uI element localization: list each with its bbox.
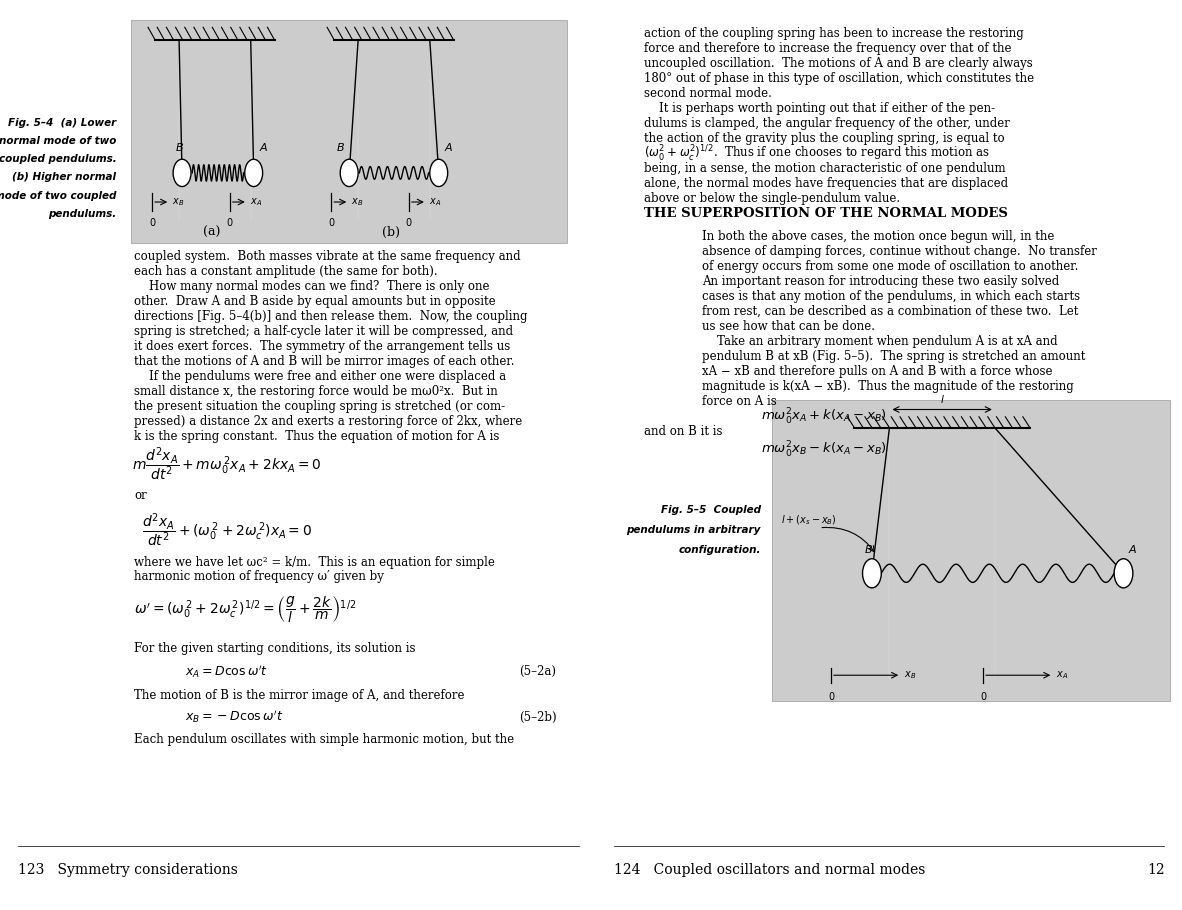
Text: 0: 0	[405, 218, 413, 228]
Text: $l + (x_s - x_B)$: $l + (x_s - x_B)$	[781, 514, 837, 527]
Text: configuration.: configuration.	[678, 545, 761, 554]
Text: dulums is clamped, the angular frequency of the other, under: dulums is clamped, the angular frequency…	[644, 117, 1009, 130]
Text: 0: 0	[980, 692, 986, 702]
Text: A: A	[444, 143, 452, 153]
Text: $l$: $l$	[940, 393, 944, 405]
Text: 0: 0	[149, 218, 155, 228]
Text: $\dfrac{d^2x_A}{dt^2} + (\omega_0^{\,2} + 2\omega_c^{\,2})x_A = 0$: $\dfrac{d^2x_A}{dt^2} + (\omega_0^{\,2} …	[142, 511, 312, 549]
Text: us see how that can be done.: us see how that can be done.	[702, 320, 875, 333]
Text: small distance x, the restoring force would be mω0²x.  But in: small distance x, the restoring force wo…	[135, 385, 498, 399]
Text: normal mode of two: normal mode of two	[0, 136, 116, 146]
Text: force and therefore to increase the frequency over that of the: force and therefore to increase the freq…	[644, 42, 1012, 56]
Text: the present situation the coupling spring is stretched (or com-: the present situation the coupling sprin…	[135, 400, 506, 413]
Text: For the given starting conditions, its solution is: For the given starting conditions, its s…	[135, 642, 416, 655]
Text: from rest, can be described as a combination of these two.  Let: from rest, can be described as a combina…	[702, 305, 1079, 318]
Circle shape	[245, 159, 262, 187]
Text: magnitude is k(xA − xB).  Thus the magnitude of the restoring: magnitude is k(xA − xB). Thus the magnit…	[702, 380, 1074, 393]
Text: 0: 0	[329, 218, 335, 228]
Text: (b) Higher normal: (b) Higher normal	[12, 173, 116, 182]
Text: B: B	[176, 143, 183, 153]
Text: The motion of B is the mirror image of A, and therefore: The motion of B is the mirror image of A…	[135, 689, 465, 702]
Text: second normal mode.: second normal mode.	[644, 87, 772, 100]
Text: $m\omega_0^2 x_B - k(x_A - x_B)$: $m\omega_0^2 x_B - k(x_A - x_B)$	[761, 440, 886, 460]
Text: alone, the normal modes have frequencies that are displaced: alone, the normal modes have frequencies…	[644, 177, 1008, 190]
Text: being, in a sense, the motion characteristic of one pendulum: being, in a sense, the motion characteri…	[644, 162, 1006, 176]
Text: (a): (a)	[203, 226, 221, 238]
Text: uncoupled oscillation.  The motions of A and B are clearly always: uncoupled oscillation. The motions of A …	[644, 57, 1032, 70]
Text: xA − xB and therefore pulls on A and B with a force whose: xA − xB and therefore pulls on A and B w…	[702, 365, 1053, 378]
Text: $m\dfrac{d^2x_A}{dt^2} + m\omega_0^{\,2} x_A + 2kx_A = 0$: $m\dfrac{d^2x_A}{dt^2} + m\omega_0^{\,2}…	[132, 445, 322, 483]
Text: (b): (b)	[382, 226, 400, 238]
Text: it does exert forces.  The symmetry of the arrangement tells us: it does exert forces. The symmetry of th…	[135, 340, 511, 353]
Text: where we have let ωc² = k/m.  This is an equation for simple: where we have let ωc² = k/m. This is an …	[135, 556, 495, 569]
Text: pendulum B at xB (Fig. 5–5).  The spring is stretched an amount: pendulum B at xB (Fig. 5–5). The spring …	[702, 350, 1085, 363]
Text: 0: 0	[827, 692, 834, 702]
Circle shape	[1115, 559, 1132, 588]
Text: How many normal modes can we find?  There is only one: How many normal modes can we find? There…	[135, 280, 489, 293]
Text: $x_A$: $x_A$	[1057, 670, 1069, 681]
Text: 0: 0	[227, 218, 233, 228]
Text: $x_B$: $x_B$	[171, 197, 184, 207]
Circle shape	[173, 159, 191, 187]
Text: (5–2a): (5–2a)	[519, 665, 557, 678]
Text: $x_B$: $x_B$	[351, 197, 363, 207]
Text: $m\omega_0^2 x_A + k(x_A - x_B)$: $m\omega_0^2 x_A + k(x_A - x_B)$	[761, 407, 886, 427]
Text: $x_B$: $x_B$	[904, 670, 916, 681]
FancyBboxPatch shape	[773, 400, 1170, 701]
Text: or: or	[135, 490, 147, 502]
Text: A: A	[1129, 545, 1137, 555]
Text: An important reason for introducing these two easily solved: An important reason for introducing thes…	[702, 275, 1059, 288]
Circle shape	[863, 559, 882, 588]
Text: If the pendulums were free and either one were displaced a: If the pendulums were free and either on…	[135, 370, 506, 383]
Text: pendulums in arbitrary: pendulums in arbitrary	[626, 525, 761, 534]
Text: 12: 12	[1147, 863, 1164, 877]
Text: It is perhaps worth pointing out that if either of the pen-: It is perhaps worth pointing out that if…	[644, 102, 995, 116]
Text: pendulums.: pendulums.	[48, 209, 116, 218]
Text: Take an arbitrary moment when pendulum A is at xA and: Take an arbitrary moment when pendulum A…	[702, 335, 1058, 348]
Text: above or below the single-pendulum value.: above or below the single-pendulum value…	[644, 192, 900, 206]
Text: B: B	[864, 545, 872, 555]
Text: $x_B = -D\cos\omega' t$: $x_B = -D\cos\omega' t$	[186, 709, 284, 725]
Text: mode of two coupled: mode of two coupled	[0, 191, 116, 200]
Text: k is the spring constant.  Thus the equation of motion for A is: k is the spring constant. Thus the equat…	[135, 430, 500, 443]
Text: Each pendulum oscillates with simple harmonic motion, but the: Each pendulum oscillates with simple har…	[135, 733, 514, 746]
Text: and on B it is: and on B it is	[644, 425, 722, 438]
Circle shape	[430, 159, 448, 187]
Text: force on A is: force on A is	[702, 395, 777, 408]
Text: the action of the gravity plus the coupling spring, is equal to: the action of the gravity plus the coupl…	[644, 132, 1005, 146]
Text: Fig. 5–5  Coupled: Fig. 5–5 Coupled	[661, 505, 761, 514]
Text: coupled system.  Both masses vibrate at the same frequency and: coupled system. Both masses vibrate at t…	[135, 250, 521, 263]
Text: that the motions of A and B will be mirror images of each other.: that the motions of A and B will be mirr…	[135, 355, 515, 369]
Text: $x_A = D\cos\omega' t$: $x_A = D\cos\omega' t$	[186, 663, 268, 680]
Text: A: A	[259, 143, 267, 153]
Circle shape	[340, 159, 358, 187]
Text: directions [Fig. 5–4(b)] and then release them.  Now, the coupling: directions [Fig. 5–4(b)] and then releas…	[135, 310, 528, 323]
Text: cases is that any motion of the pendulums, in which each starts: cases is that any motion of the pendulum…	[702, 290, 1080, 303]
Text: coupled pendulums.: coupled pendulums.	[0, 155, 116, 164]
Text: each has a constant amplitude (the same for both).: each has a constant amplitude (the same …	[135, 265, 437, 278]
FancyBboxPatch shape	[131, 20, 567, 243]
Text: $\omega' = (\omega_0^{\,2} + 2\omega_c^{\,2})^{1/2} = \left(\dfrac{g}{l} + \dfra: $\omega' = (\omega_0^{\,2} + 2\omega_c^{…	[135, 594, 357, 625]
Text: 124   Coupled oscillators and normal modes: 124 Coupled oscillators and normal modes	[615, 863, 926, 877]
Text: spring is stretched; a half-cycle later it will be compressed, and: spring is stretched; a half-cycle later …	[135, 325, 513, 339]
Text: 123   Symmetry considerations: 123 Symmetry considerations	[18, 863, 238, 877]
Text: 180° out of phase in this type of oscillation, which constitutes the: 180° out of phase in this type of oscill…	[644, 72, 1034, 86]
Text: THE SUPERPOSITION OF THE NORMAL MODES: THE SUPERPOSITION OF THE NORMAL MODES	[644, 207, 1007, 220]
Text: $(\omega_0^2 + \omega_c^2)^{1/2}$.  Thus if one chooses to regard this motion as: $(\omega_0^2 + \omega_c^2)^{1/2}$. Thus …	[644, 144, 989, 164]
Text: $x_A$: $x_A$	[429, 197, 441, 207]
Text: harmonic motion of frequency ω′ given by: harmonic motion of frequency ω′ given by	[135, 571, 384, 583]
Text: $x_A$: $x_A$	[249, 197, 261, 207]
Text: In both the above cases, the motion once begun will, in the: In both the above cases, the motion once…	[702, 230, 1054, 243]
Text: of energy occurs from some one mode of oscillation to another.: of energy occurs from some one mode of o…	[702, 260, 1079, 273]
Text: other.  Draw A and B aside by equal amounts but in opposite: other. Draw A and B aside by equal amoun…	[135, 295, 496, 308]
Text: Fig. 5–4  (a) Lower: Fig. 5–4 (a) Lower	[8, 118, 116, 127]
Text: action of the coupling spring has been to increase the restoring: action of the coupling spring has been t…	[644, 27, 1024, 40]
Text: B: B	[337, 143, 344, 153]
Text: (5–2b): (5–2b)	[519, 711, 557, 723]
Text: absence of damping forces, continue without change.  No transfer: absence of damping forces, continue with…	[702, 245, 1097, 258]
Text: pressed) a distance 2x and exerts a restoring force of 2kx, where: pressed) a distance 2x and exerts a rest…	[135, 415, 522, 429]
